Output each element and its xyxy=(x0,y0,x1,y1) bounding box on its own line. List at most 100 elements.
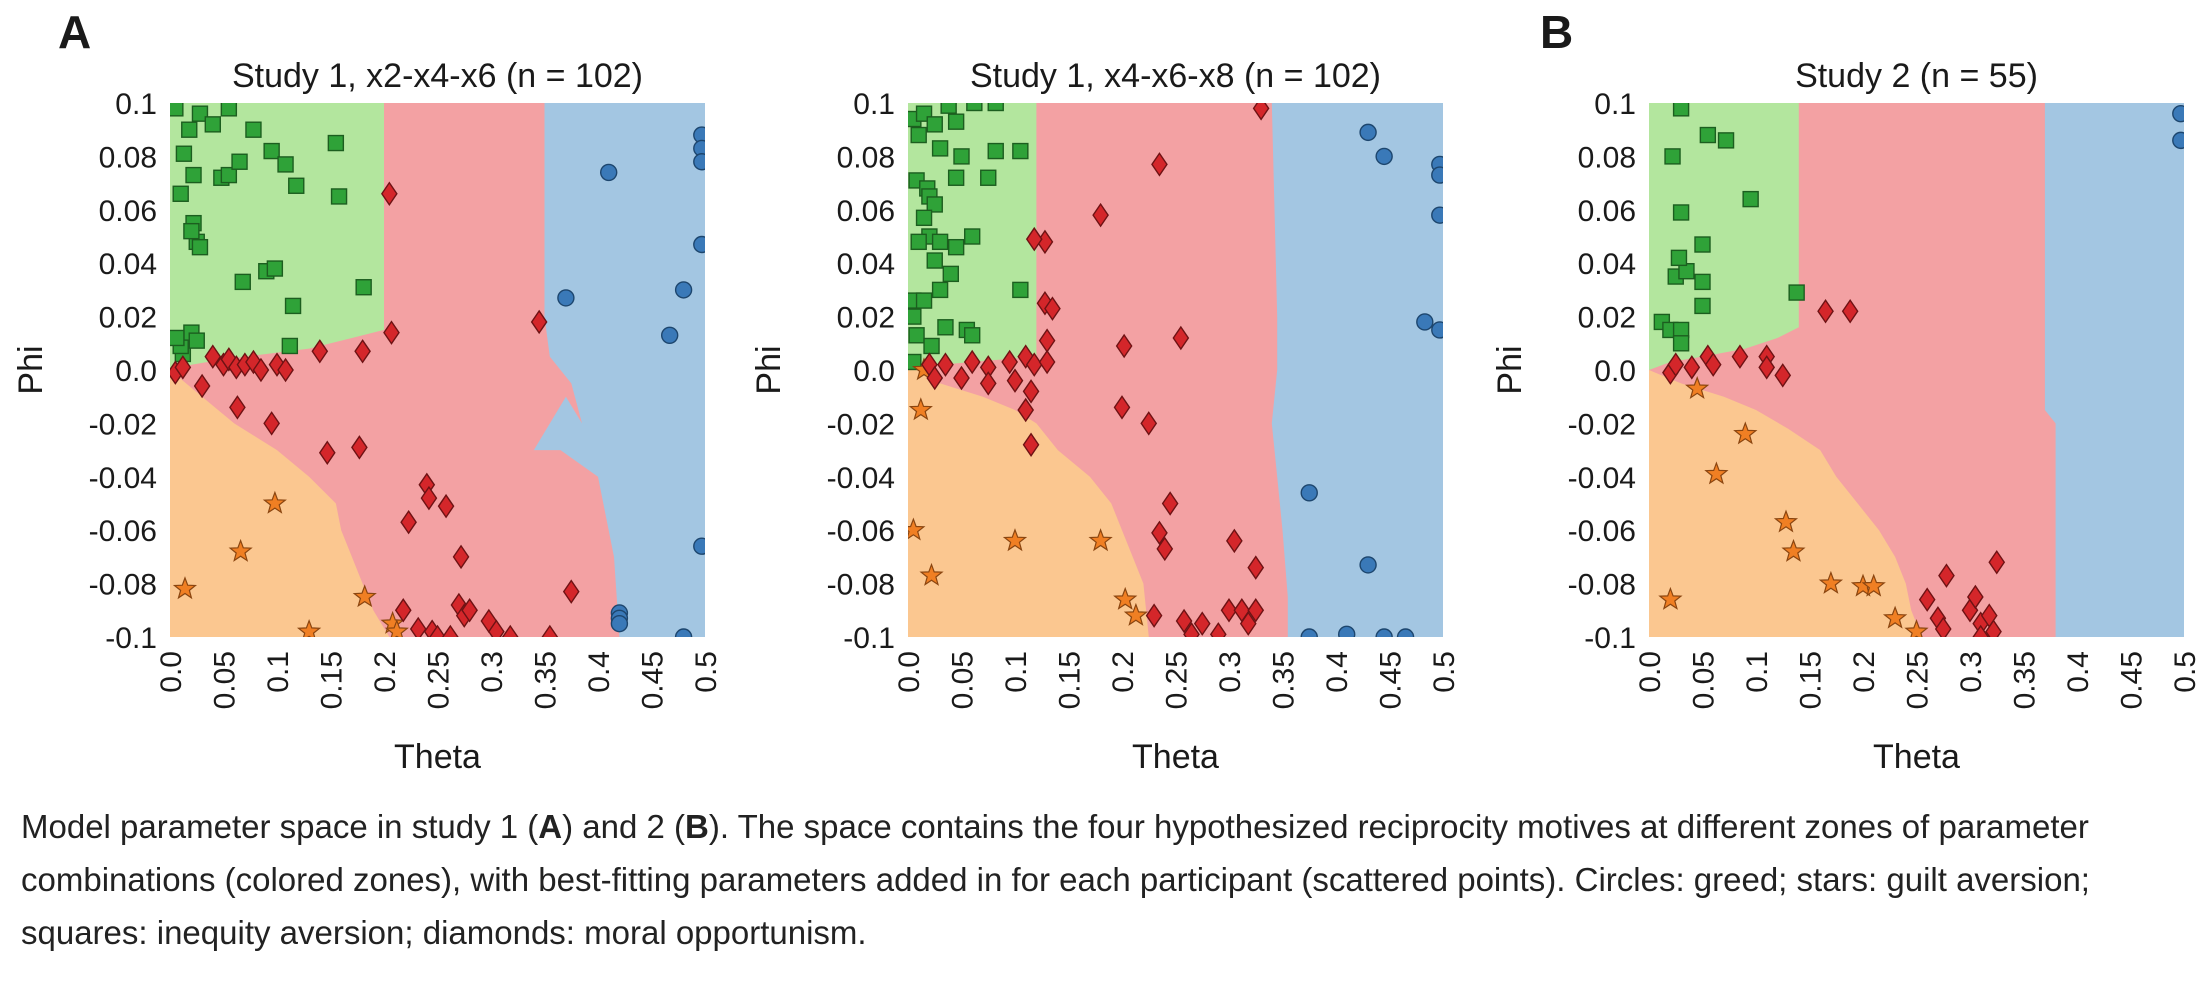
square-point xyxy=(284,297,302,315)
x-tick-label: 0.5 xyxy=(2169,651,2202,693)
y-tick-label: -0.04 xyxy=(89,462,157,495)
y-tick-label: 0.04 xyxy=(837,248,895,281)
x-tick-label: 0.45 xyxy=(637,651,670,709)
chart-panel-2: Study 1, x4-x6-x8 (n = 102) 0.1 0.08 0.06 0.… xyxy=(750,57,1461,776)
panel-label-b: B xyxy=(1540,6,1573,58)
y-tick-label: 0.06 xyxy=(837,195,895,228)
x-tick-label: 0.25 xyxy=(1161,651,1194,709)
diamond-point xyxy=(1006,368,1024,393)
diamond-point xyxy=(541,624,559,637)
markers xyxy=(1653,103,2184,637)
x-tick-label: 0.15 xyxy=(1795,651,1828,709)
diamond-point xyxy=(1172,325,1190,351)
square-point xyxy=(170,103,184,117)
zone-greed xyxy=(2044,103,2184,637)
x-tick-label: 0.4 xyxy=(1321,651,1354,693)
square-point xyxy=(966,103,983,112)
square-point xyxy=(330,188,348,205)
square-point xyxy=(940,103,957,114)
diamond-point xyxy=(1252,103,1270,121)
square-point xyxy=(923,337,940,355)
diamond-point xyxy=(311,339,329,364)
diamond-point xyxy=(277,357,294,383)
square-point xyxy=(181,121,198,138)
square-point xyxy=(915,292,933,309)
x-tick-label: 0.2 xyxy=(1107,651,1140,693)
diamond-point xyxy=(1044,296,1061,321)
diamond-point xyxy=(963,349,981,375)
star-point xyxy=(1733,421,1758,445)
chart-panel-1: Study 1, x2-x4-x6 (n = 102) 0.1 0.08 0.06 0.… xyxy=(12,57,723,776)
star-point xyxy=(1088,528,1113,552)
circle-point xyxy=(693,235,705,254)
figure: A B Study 1, x2-x4-x6 (n = 102) 0.1 0.08 0.… xyxy=(12,6,2202,776)
square-point xyxy=(931,233,949,251)
star-point xyxy=(1113,586,1138,610)
square-point xyxy=(191,238,209,256)
diamond-point xyxy=(1985,619,2002,637)
x-tick-label: 0.45 xyxy=(1375,651,1408,709)
circle-point xyxy=(1300,628,1318,637)
x-tick-label: 0.45 xyxy=(2116,651,2149,709)
x-tick-label: 0.4 xyxy=(583,651,616,693)
diamond-point xyxy=(1731,344,1749,369)
y-axis-label: Phi xyxy=(750,345,788,394)
square-point xyxy=(191,105,209,122)
square-point xyxy=(245,121,262,138)
x-tick-label: 0.25 xyxy=(1902,651,1935,709)
x-tick-label: 0.35 xyxy=(2009,651,2042,709)
star-point xyxy=(1882,605,1908,629)
diamond-point xyxy=(1022,379,1040,404)
y-tick-label: -0.02 xyxy=(827,408,895,441)
diamond-point xyxy=(1151,520,1168,546)
circle-point xyxy=(1431,321,1443,339)
circle-point xyxy=(1359,123,1377,142)
y-tick-label: -0.1 xyxy=(1584,622,1636,655)
square-point xyxy=(1717,132,1735,149)
y-tick-label: 0.08 xyxy=(99,141,157,174)
diamond-point xyxy=(394,598,412,623)
diamond-point xyxy=(229,395,246,420)
x-tick-label: 0.0 xyxy=(1634,651,1667,693)
square-point xyxy=(277,156,294,173)
y-tick-label: 0.0 xyxy=(1594,355,1636,388)
star-point xyxy=(384,618,409,637)
y-tick-label: 0.1 xyxy=(853,88,895,121)
diamond-point xyxy=(926,365,944,391)
y-tick-label: 0.02 xyxy=(99,302,157,335)
diamond-point xyxy=(979,371,997,396)
diamond-point xyxy=(318,440,336,466)
y-tick-label: -0.08 xyxy=(89,569,157,602)
x-tick-label: 0.2 xyxy=(1848,651,1881,693)
diamond-point xyxy=(1092,202,1109,228)
x-tick-label: 0.3 xyxy=(1955,651,1988,693)
zone-greed xyxy=(533,103,705,637)
diamond-point xyxy=(204,344,222,369)
star-point xyxy=(1818,570,1844,594)
circle-point xyxy=(1300,484,1318,502)
square-point xyxy=(183,222,200,240)
square-point xyxy=(947,113,965,130)
x-axis-label: Theta xyxy=(1132,738,1219,776)
diamond-point xyxy=(1704,352,1722,377)
square-point xyxy=(1664,148,1681,165)
y-axis-label: Phi xyxy=(12,345,50,394)
square-point xyxy=(908,353,922,371)
square-point xyxy=(175,145,193,162)
y-tick-label: -0.06 xyxy=(827,515,895,548)
markers xyxy=(170,103,705,637)
diamond-point xyxy=(1022,432,1040,458)
y-tick-label: -0.04 xyxy=(827,462,895,495)
x-tick-label: 0.35 xyxy=(530,651,563,709)
circle-point xyxy=(1375,147,1393,166)
square-point xyxy=(1012,142,1029,160)
square-point xyxy=(926,196,943,213)
x-axis-label: Theta xyxy=(1873,738,1960,776)
diamond-point xyxy=(953,365,970,391)
circle-point xyxy=(1416,313,1434,331)
diamond-point xyxy=(501,624,519,637)
circle-point xyxy=(674,281,693,299)
figure-caption: Model parameter space in study 1 (A) and… xyxy=(21,800,2191,959)
circle-point xyxy=(2172,104,2184,123)
square-point xyxy=(910,233,927,251)
